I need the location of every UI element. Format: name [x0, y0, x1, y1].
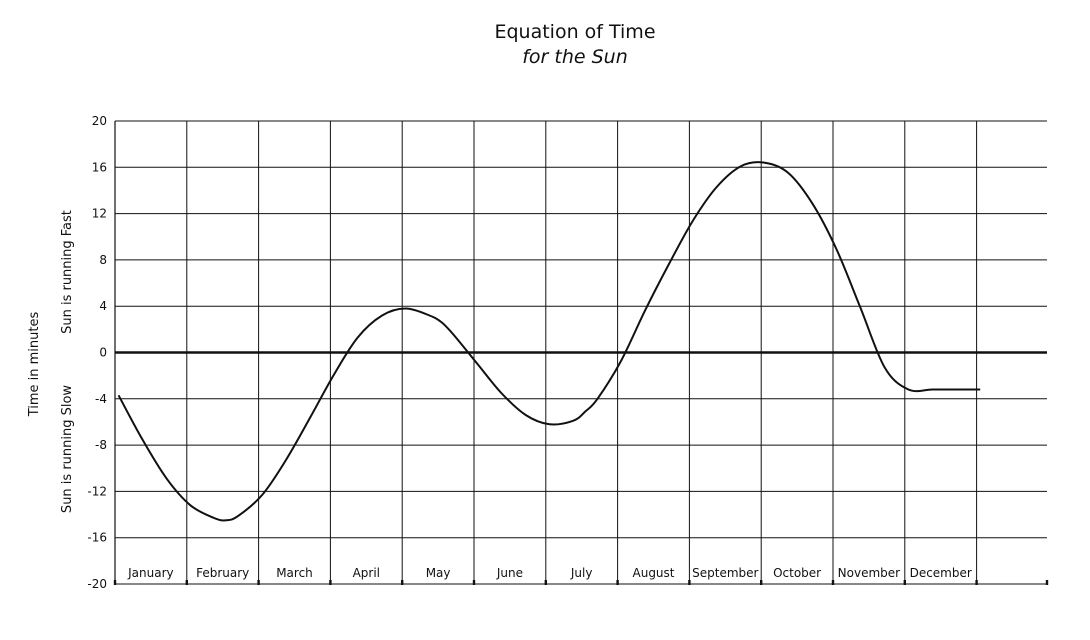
y-tick-label: -20: [87, 577, 107, 591]
month-label: July: [570, 566, 593, 580]
month-label: September: [692, 566, 758, 580]
y-tick-label: -12: [87, 484, 107, 498]
y-tick-label: 16: [92, 160, 107, 174]
month-label: October: [773, 566, 821, 580]
month-label: May: [426, 566, 451, 580]
equation-of-time-line: [117, 161, 981, 522]
y-tick-label: 8: [99, 253, 107, 267]
month-labels: January February March April May June July Augu…: [127, 566, 972, 580]
month-label: December: [910, 566, 972, 580]
month-label: March: [276, 566, 313, 580]
y-axis-label-slow: Sun is running Slow: [60, 385, 75, 513]
month-label: January: [127, 566, 174, 580]
y-tick-label: -16: [87, 531, 107, 545]
month-label: June: [496, 566, 523, 580]
y-tick-label: 20: [92, 114, 107, 128]
grid: [113, 120, 1049, 585]
month-label: February: [196, 566, 249, 580]
month-label: April: [353, 566, 380, 580]
y-ticks: 20 16 12 8 4 0 -4 -8 -12 -16 -20: [87, 114, 107, 591]
y-tick-label: -4: [95, 392, 107, 406]
chart-subtitle: for the Sun: [522, 46, 628, 68]
y-axis-label: Time in minutes: [27, 312, 42, 418]
y-tick-label: -8: [95, 438, 107, 452]
y-axis-label-fast: Sun is running Fast: [60, 210, 75, 334]
y-tick-label: 4: [99, 299, 107, 313]
chart-title: Equation of Time: [494, 21, 655, 43]
month-label: August: [633, 566, 675, 580]
y-tick-label: 12: [92, 207, 107, 221]
y-tick-label: 0: [99, 346, 107, 360]
month-label: November: [838, 566, 900, 580]
series: [117, 161, 981, 522]
